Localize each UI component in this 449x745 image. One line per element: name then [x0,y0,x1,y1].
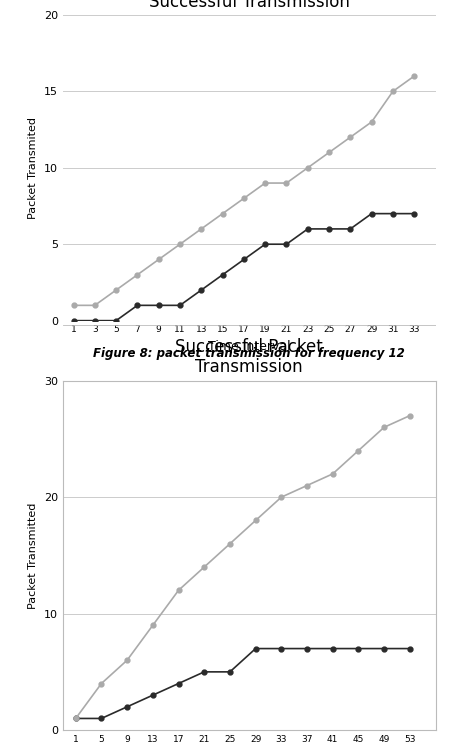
ES [253,644,258,653]
PS [114,285,119,294]
PS [150,621,155,630]
ES [99,714,104,723]
PS [369,118,374,127]
ES [202,668,207,676]
PS [227,539,233,548]
Line: PS: PS [73,413,412,721]
ES [390,209,396,218]
ES [407,644,413,653]
ES [71,316,76,325]
Y-axis label: Packet Transmitted: Packet Transmitted [28,502,38,609]
PS [284,179,289,188]
ES [412,209,417,218]
ES [356,644,361,653]
PS [177,240,183,249]
ES [227,668,233,676]
Y-axis label: Packet Transmited: Packet Transmited [28,117,38,219]
PS [253,516,258,525]
ES [241,255,247,264]
PS [99,679,104,688]
ES [369,209,374,218]
ES [348,224,353,233]
PS [279,492,284,501]
PS [412,72,417,80]
PS [156,255,161,264]
ES [263,240,268,249]
ES [156,301,161,310]
PS [176,586,181,595]
Text: Figure 8: packet transmission for frequency 12: Figure 8: packet transmission for freque… [93,347,405,360]
PS [305,163,310,172]
ES [150,691,155,700]
Legend: ES, PS: ES, PS [185,408,313,431]
ES [220,270,225,279]
ES [382,644,387,653]
ES [176,679,181,688]
Title: Successful Transmission: Successful Transmission [149,0,350,10]
Line: ES: ES [73,646,412,721]
PS [330,469,335,478]
ES [135,301,140,310]
ES [114,316,119,325]
PS [390,87,396,96]
ES [198,285,204,294]
PS [71,301,76,310]
PS [92,301,97,310]
PS [407,411,413,420]
ES [124,703,130,711]
PS [124,656,130,665]
PS [220,209,225,218]
Line: ES: ES [71,211,417,323]
ES [284,240,289,249]
PS [241,194,247,203]
PS [382,423,387,432]
PS [348,133,353,142]
PS [326,148,332,157]
ES [92,316,97,325]
ES [304,644,310,653]
PS [304,481,310,490]
PS [356,446,361,455]
Title: Successful Packet
Transmission: Successful Packet Transmission [175,337,323,376]
PS [198,224,204,233]
ES [305,224,310,233]
ES [279,644,284,653]
PS [73,714,79,723]
X-axis label: Time Interval: Time Interval [208,340,291,353]
PS [135,270,140,279]
ES [326,224,332,233]
PS [202,562,207,571]
ES [73,714,79,723]
Line: PS: PS [71,74,417,308]
ES [330,644,335,653]
ES [177,301,183,310]
PS [263,179,268,188]
